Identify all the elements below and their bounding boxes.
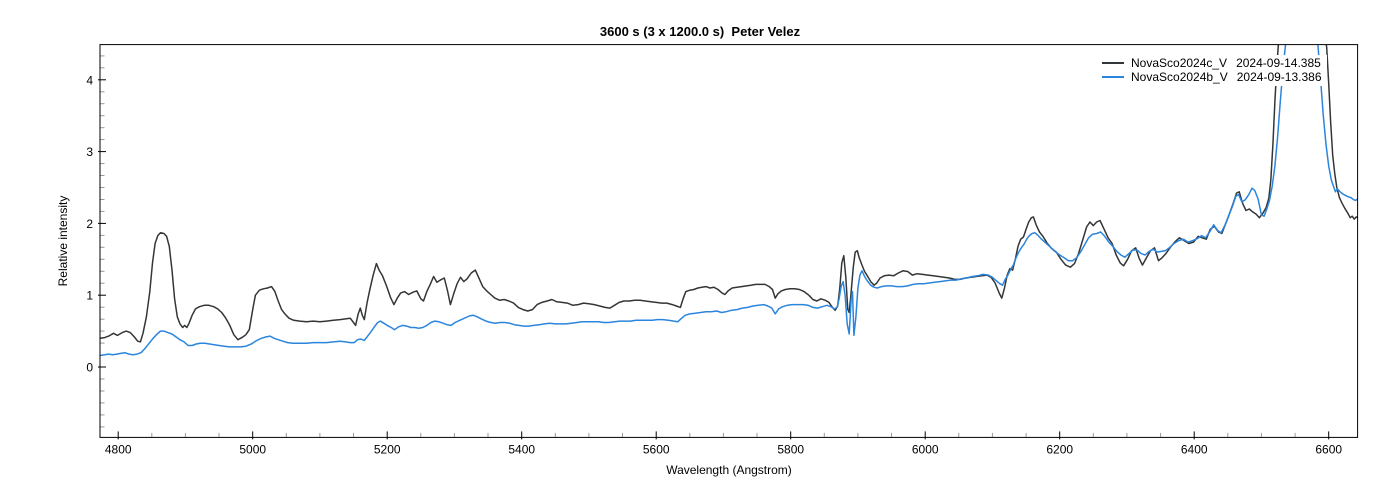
x-tick-label: 4800 [105,442,132,456]
legend-series-name: NovaSco2024c_V [1131,56,1228,70]
x-axis-minor-ticks [151,432,1296,437]
x-tick-label: 6400 [1181,442,1208,456]
y-axis-minor-ticks [100,55,105,428]
x-tick-label: 6600 [1315,442,1342,456]
y-tick-label: 2 [86,217,93,231]
legend-series-name: NovaSco2024b_V [1131,70,1228,84]
y-axis-label: Relative intensity [56,195,70,287]
y-axis-ticks: 0 1 2 3 4 [86,73,106,375]
legend-item-c: NovaSco2024c_V 2024-09-14.385 [1102,56,1322,70]
series-line-NovaSco2024b_V [100,44,1358,357]
series-line-NovaSco2024c_V [100,44,1358,343]
y-tick-label: 3 [86,145,93,159]
x-tick-label: 5200 [374,442,401,456]
x-tick-label: 5000 [239,442,266,456]
chart-title: 3600 s (3 x 1200.0 s) Peter Velez [599,24,801,39]
x-axis-label: Wavelength (Angstrom) [666,463,792,477]
legend: NovaSco2024c_V 2024-09-14.385 NovaSco202… [1099,55,1327,86]
legend-line-sample-blue [1102,76,1124,78]
y-tick-label: 0 [86,361,93,375]
y-tick-label: 4 [86,73,93,87]
x-tick-label: 5600 [643,442,670,456]
x-tick-label: 6200 [1046,442,1073,456]
legend-item-b: NovaSco2024b_V 2024-09-13.386 [1102,70,1322,84]
legend-line-sample-dark [1102,62,1124,64]
legend-series-date: 2024-09-13.386 [1236,70,1322,84]
x-tick-label: 5800 [777,442,804,456]
legend-series-date: 2024-09-14.385 [1236,56,1321,70]
x-axis-ticks: 4800 5000 5200 5400 5600 5800 6000 6200 6400 6600 [105,431,1342,456]
plot-frame [99,44,1359,438]
x-tick-label: 5400 [508,442,535,456]
y-tick-label: 1 [86,289,93,303]
x-tick-label: 6000 [912,442,939,456]
